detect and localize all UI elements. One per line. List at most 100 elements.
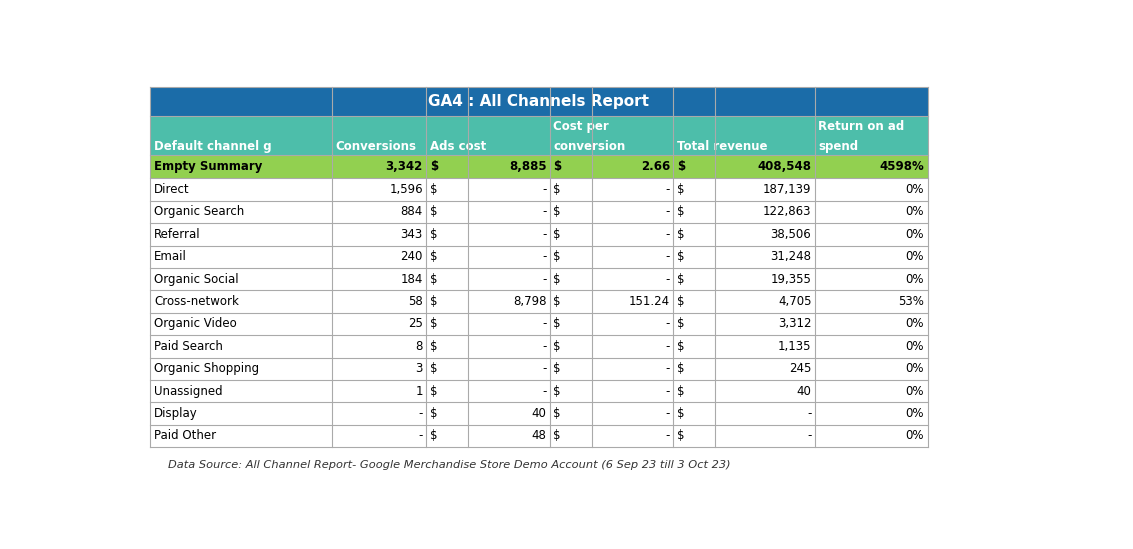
Text: 122,863: 122,863 — [763, 205, 811, 219]
Text: $: $ — [553, 160, 562, 173]
Text: 0%: 0% — [905, 385, 925, 397]
Text: 0%: 0% — [905, 273, 925, 285]
Text: Display: Display — [154, 407, 197, 420]
Text: $: $ — [429, 317, 437, 330]
Bar — [151, 223, 928, 245]
Bar — [151, 380, 928, 402]
Text: 0%: 0% — [905, 407, 925, 420]
Text: 8: 8 — [416, 340, 423, 353]
Text: -: - — [665, 317, 670, 330]
Text: 19,355: 19,355 — [770, 273, 811, 285]
Text: $: $ — [429, 273, 437, 285]
Text: $: $ — [676, 385, 684, 397]
Text: -: - — [418, 407, 423, 420]
Text: 4598%: 4598% — [879, 160, 925, 173]
Text: -: - — [542, 317, 546, 330]
Text: Unassigned: Unassigned — [154, 385, 222, 397]
Text: 8,798: 8,798 — [513, 295, 546, 308]
Text: Organic Shopping: Organic Shopping — [154, 362, 259, 376]
Text: $: $ — [429, 340, 437, 353]
Text: spend: spend — [818, 139, 859, 153]
Text: 4,705: 4,705 — [778, 295, 811, 308]
Bar — [151, 87, 928, 116]
Text: -: - — [542, 362, 546, 376]
Text: 1: 1 — [416, 385, 423, 397]
Text: $: $ — [676, 362, 684, 376]
Text: 0%: 0% — [905, 362, 925, 376]
Text: $: $ — [429, 385, 437, 397]
Text: Cross-network: Cross-network — [154, 295, 239, 308]
Text: 2.66: 2.66 — [640, 160, 670, 173]
Text: -: - — [542, 273, 546, 285]
Text: $: $ — [429, 228, 437, 241]
Text: 31,248: 31,248 — [770, 250, 811, 263]
Text: -: - — [542, 250, 546, 263]
Text: 40: 40 — [531, 407, 546, 420]
Text: Return on ad: Return on ad — [818, 120, 904, 133]
Text: 0%: 0% — [905, 205, 925, 219]
Text: -: - — [542, 340, 546, 353]
Text: -: - — [665, 429, 670, 442]
Text: 1,596: 1,596 — [390, 183, 423, 196]
Text: $: $ — [429, 160, 438, 173]
Text: Organic Search: Organic Search — [154, 205, 245, 219]
Text: $: $ — [429, 205, 437, 219]
Text: Default channel g: Default channel g — [154, 139, 272, 153]
Bar — [151, 155, 928, 178]
Text: -: - — [807, 429, 811, 442]
Text: -: - — [542, 385, 546, 397]
Text: 187,139: 187,139 — [763, 183, 811, 196]
Text: 58: 58 — [408, 295, 423, 308]
Text: 3,312: 3,312 — [778, 317, 811, 330]
Text: -: - — [807, 407, 811, 420]
Text: Organic Video: Organic Video — [154, 317, 237, 330]
Text: $: $ — [553, 407, 561, 420]
Text: $: $ — [676, 407, 684, 420]
Text: 408,548: 408,548 — [757, 160, 811, 173]
Text: $: $ — [553, 183, 561, 196]
Text: 53%: 53% — [898, 295, 925, 308]
Text: -: - — [665, 250, 670, 263]
Bar — [151, 313, 928, 335]
Text: $: $ — [676, 429, 684, 442]
Bar — [151, 116, 928, 155]
Text: -: - — [665, 183, 670, 196]
Text: $: $ — [676, 317, 684, 330]
Text: conversion: conversion — [553, 139, 625, 153]
Text: Total revenue: Total revenue — [676, 139, 767, 153]
Text: -: - — [542, 205, 546, 219]
Text: $: $ — [429, 183, 437, 196]
Text: 245: 245 — [789, 362, 811, 376]
Text: Ads cost: Ads cost — [429, 139, 486, 153]
Text: Conversions: Conversions — [335, 139, 416, 153]
Text: -: - — [665, 385, 670, 397]
Bar — [151, 178, 928, 201]
Text: 184: 184 — [400, 273, 423, 285]
Text: 343: 343 — [401, 228, 423, 241]
Text: 0%: 0% — [905, 183, 925, 196]
Bar — [151, 335, 928, 357]
Text: Empty Summary: Empty Summary — [154, 160, 263, 173]
Text: 884: 884 — [401, 205, 423, 219]
Text: 25: 25 — [408, 317, 423, 330]
Text: 48: 48 — [531, 429, 546, 442]
Text: 0%: 0% — [905, 429, 925, 442]
Text: $: $ — [553, 362, 561, 376]
Bar — [151, 245, 928, 268]
Text: Referral: Referral — [154, 228, 201, 241]
Text: $: $ — [553, 429, 561, 442]
Text: 0%: 0% — [905, 340, 925, 353]
Text: $: $ — [429, 295, 437, 308]
Text: 3: 3 — [416, 362, 423, 376]
Text: $: $ — [676, 340, 684, 353]
Text: $: $ — [429, 429, 437, 442]
Text: $: $ — [553, 250, 561, 263]
Text: 3,342: 3,342 — [385, 160, 423, 173]
Text: $: $ — [676, 183, 684, 196]
Text: 40: 40 — [796, 385, 811, 397]
Text: $: $ — [676, 273, 684, 285]
Text: $: $ — [429, 362, 437, 376]
Text: Cost per: Cost per — [553, 120, 610, 133]
Text: -: - — [542, 228, 546, 241]
Text: -: - — [542, 183, 546, 196]
